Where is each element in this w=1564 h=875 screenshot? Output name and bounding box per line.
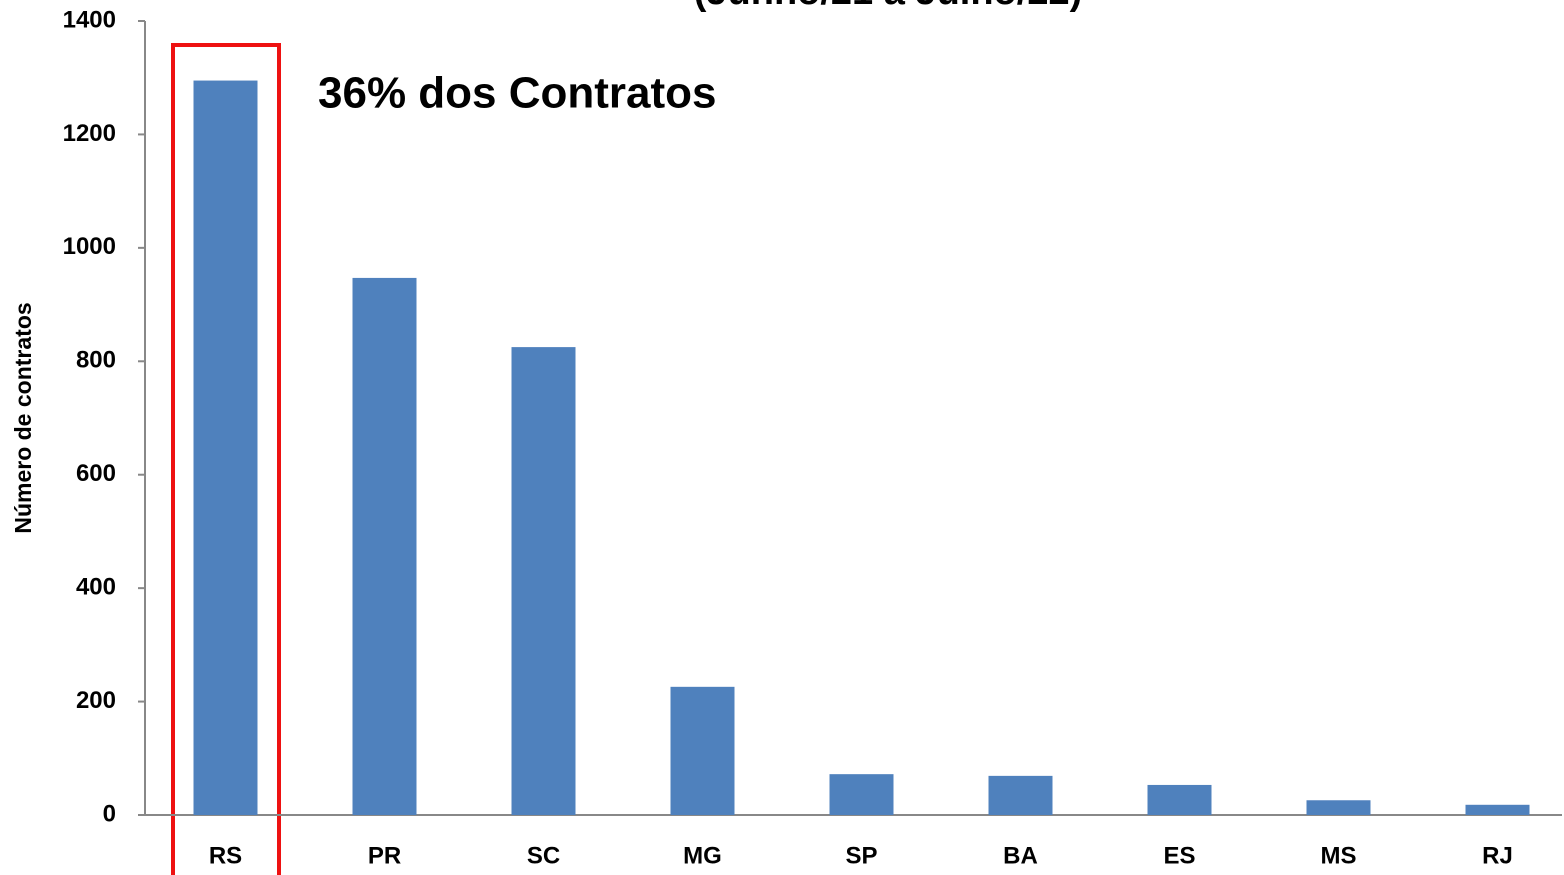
x-tick-label: SC [527,842,560,869]
bar [670,686,735,815]
x-tick-label: PR [368,842,401,869]
y-tick-label: 200 [76,687,116,714]
y-tick-label: 1400 [63,6,116,33]
bar [511,347,576,815]
bar [193,80,258,816]
y-tick-label: 800 [76,347,116,374]
annotation: 36% dos Contratos [318,69,717,118]
bar [988,775,1053,815]
chart-title: (Junho/21 a Julho/22) [694,0,1083,13]
x-tick-label: RJ [1482,842,1513,869]
x-tick-label: BA [1003,842,1038,869]
y-tick-label: 1200 [63,120,116,147]
x-tick-label: ES [1163,842,1195,869]
bar [1306,800,1371,815]
x-tick-label: MG [683,842,722,869]
y-tick-label: 0 [103,800,116,827]
bar [1147,784,1212,815]
x-tick-label: SP [845,842,877,869]
bar [352,277,417,815]
y-tick-label: 400 [76,573,116,600]
bar [1465,804,1530,815]
y-tick-label: 600 [76,460,116,487]
x-tick-label: RS [209,842,242,869]
y-axis-label: Número de contratos [10,302,36,533]
bar [829,774,894,815]
x-tick-label: MS [1321,842,1357,869]
y-tick-label: 1000 [63,233,116,260]
highlight-box [171,43,281,875]
